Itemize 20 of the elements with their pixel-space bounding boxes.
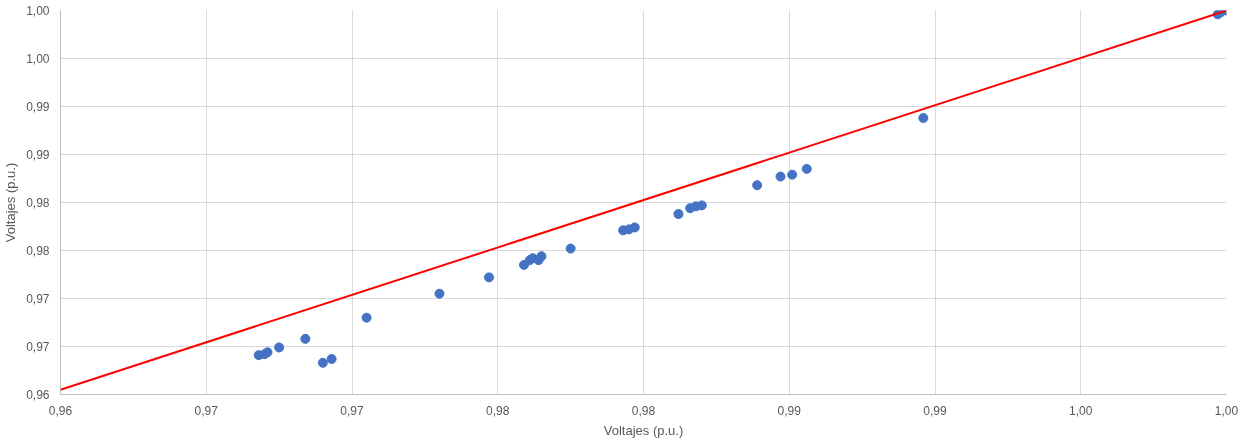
- y-tick-label: 1,00: [26, 52, 50, 66]
- y-tick-label: 0,97: [26, 340, 50, 354]
- y-tick-label: 0,98: [26, 244, 50, 258]
- y-tick-label: 0,99: [26, 100, 50, 114]
- y-tick-label: 0,99: [26, 148, 50, 162]
- x-tick-label: 0,98: [631, 403, 656, 418]
- x-tick-label: 1,00: [1214, 403, 1239, 418]
- x-tick-label: 0,97: [340, 403, 364, 418]
- x-tick-label: 0,97: [194, 403, 219, 418]
- y-tick-label: 1,00: [26, 4, 50, 18]
- x-tick-label: 0,99: [923, 403, 947, 418]
- y-tick-label: 0,97: [26, 292, 50, 306]
- x-tick-label: 0,96: [48, 403, 73, 418]
- x-tick-label: 0,98: [486, 403, 510, 418]
- y-tick-label: 0,98: [26, 196, 50, 210]
- x-tick-label: 0,99: [777, 403, 802, 418]
- x-axis-title: Voltajes (p.u.): [603, 422, 684, 438]
- y-axis-title: Voltajes (p.u.): [3, 162, 19, 243]
- x-tick-label: 1,00: [1069, 403, 1093, 418]
- y-tick-label: 0,96: [26, 388, 50, 402]
